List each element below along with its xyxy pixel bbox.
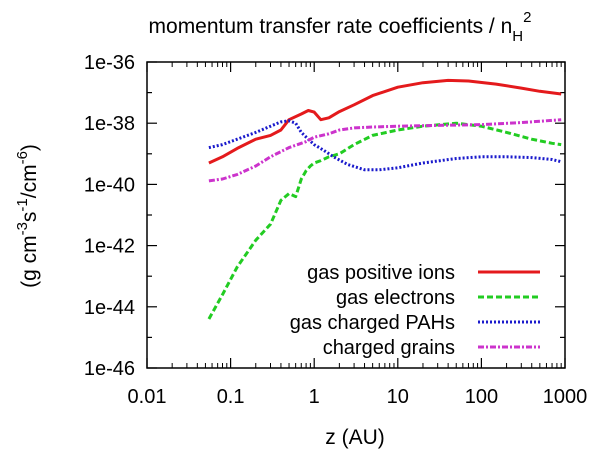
series-line-gas-charged-pahs — [208, 119, 562, 172]
y-tick-label: 1e-44 — [84, 297, 135, 319]
series-lines — [207, 78, 562, 320]
legend-label: gas charged PAHs — [290, 312, 455, 334]
y-axis-label-text: (g cm-3s-1/cm-6) — [14, 144, 41, 288]
chart-title-superscript: 2 — [523, 9, 531, 26]
axis-ticks — [146, 61, 566, 369]
x-tick-label: 0.1 — [217, 386, 245, 408]
y-tick-label: 1e-38 — [84, 113, 135, 135]
chart-title-text: momentum transfer rate coefficients / nH… — [149, 9, 532, 45]
legend-label: gas electrons — [336, 287, 455, 309]
series-line-charged-grains — [208, 118, 562, 183]
y-tick-label: 1e-46 — [84, 358, 135, 380]
chart-title-main: momentum transfer rate coefficients / n — [149, 15, 513, 38]
chart-title: momentum transfer rate coefficients / nH… — [149, 9, 532, 45]
y-axis-label: (g cm-3s-1/cm-6) — [14, 144, 41, 288]
legend-label: charged grains — [323, 337, 455, 359]
y-tick-label: 1e-36 — [84, 52, 135, 74]
series-line-gas-electrons — [207, 121, 562, 320]
tick-labels: 0.01 0.1 1 10 100 1000 1e-36 1e-38 1e-40 1e-42 1e-… — [84, 52, 587, 408]
chart-title-subscript: H — [512, 28, 523, 45]
legend-label: gas positive ions — [307, 262, 455, 284]
x-tick-label: 10 — [387, 386, 409, 408]
x-tick-label: 1000 — [543, 386, 588, 408]
x-tick-label: 0.01 — [128, 386, 167, 408]
y-tick-label: 1e-42 — [84, 236, 135, 258]
y-tick-label: 1e-40 — [84, 174, 135, 196]
x-axis-label: z (AU) — [325, 426, 385, 449]
x-tick-label: 100 — [465, 386, 498, 408]
legend: gas positive ions gas electrons gas charge… — [290, 262, 540, 359]
x-tick-label: 1 — [309, 386, 320, 408]
plot-frame — [146, 61, 566, 369]
series-line-gas-positive-ions — [208, 78, 562, 165]
